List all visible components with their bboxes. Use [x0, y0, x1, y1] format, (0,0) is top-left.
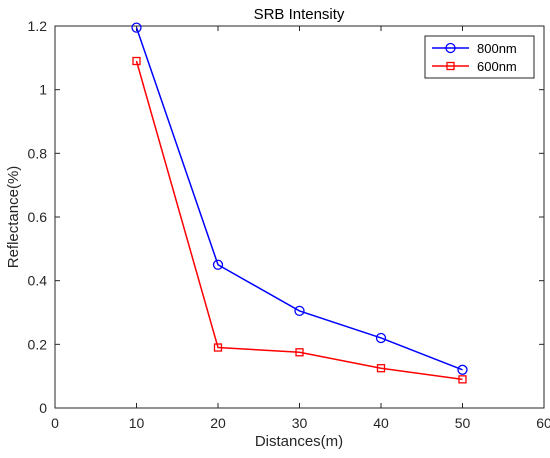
plot-area [55, 26, 544, 408]
x-tick-label: 50 [455, 415, 471, 431]
x-tick-label: 20 [210, 415, 226, 431]
y-tick-label: 1 [39, 82, 47, 98]
x-tick-label: 10 [129, 415, 145, 431]
chart-title: SRB Intensity [254, 6, 345, 23]
y-tick-label: 0.6 [28, 209, 48, 225]
y-tick-label: 0.8 [28, 145, 48, 161]
legend: 800nm 600nm [425, 36, 534, 78]
y-tick-label: 0 [39, 400, 47, 416]
y-tick-label: 0.2 [28, 336, 48, 352]
legend-label-800nm: 800nm [477, 41, 517, 56]
x-tick-label: 60 [536, 415, 550, 431]
x-tick-label: 30 [292, 415, 308, 431]
legend-label-600nm: 600nm [477, 59, 517, 74]
x-axis-title: Distances(m) [255, 433, 343, 450]
x-tick-label: 0 [51, 415, 59, 431]
y-axis-title: Reflectance(%) [5, 166, 22, 269]
x-tick-label: 40 [373, 415, 389, 431]
y-tick-label: 0.4 [28, 273, 48, 289]
y-tick-label: 1.2 [28, 18, 48, 34]
